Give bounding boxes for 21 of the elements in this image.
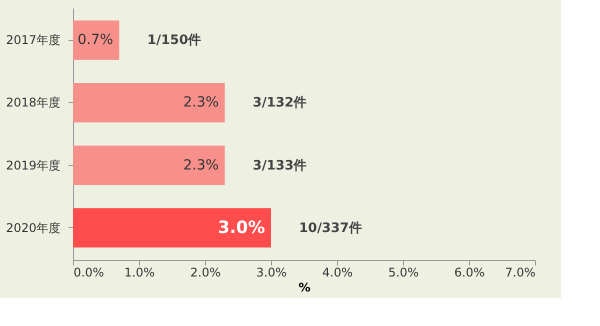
data-label: 3.0% xyxy=(218,218,265,238)
data-label: 2.3% xyxy=(183,94,219,111)
annotation: 1/150件 xyxy=(147,33,202,48)
x-tick-label: 5.0% xyxy=(388,266,419,280)
x-tick-label: 4.0% xyxy=(322,266,353,280)
x-axis-title: % xyxy=(298,280,311,294)
data-label: 2.3% xyxy=(183,157,219,174)
x-tick-label: 2.0% xyxy=(190,266,221,280)
y-tick-label: 2018年度 xyxy=(6,96,60,110)
data-label: 0.7% xyxy=(78,32,114,48)
x-tick-label: 6.0% xyxy=(454,266,485,280)
x-tick-label: 0.0% xyxy=(74,266,104,280)
y-tick-label: 2017年度 xyxy=(6,33,60,48)
annotation: 3/133件 xyxy=(252,158,307,174)
y-tick-label: 2020年度 xyxy=(6,220,60,235)
x-tick-label: 7.0% xyxy=(505,266,536,280)
annotation: 3/132件 xyxy=(252,96,307,111)
x-tick-label: 1.0% xyxy=(124,266,155,280)
x-tick-label: 3.0% xyxy=(256,266,287,280)
y-tick-label: 2019年度 xyxy=(6,158,60,172)
annotation: 10/337件 xyxy=(299,220,362,236)
